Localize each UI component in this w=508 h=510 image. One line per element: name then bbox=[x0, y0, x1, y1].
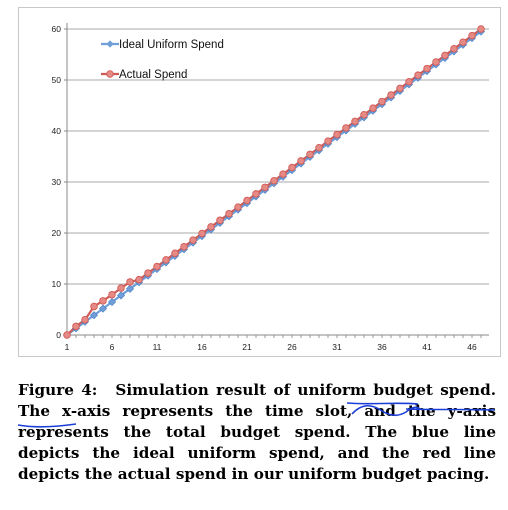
point-actual bbox=[252, 190, 260, 198]
point-actual bbox=[162, 256, 170, 264]
figure-caption: Figure 4: Simulation result of uniform bu… bbox=[18, 380, 496, 485]
point-actual bbox=[342, 124, 350, 132]
x-tick-label: 46 bbox=[467, 342, 477, 352]
point-actual bbox=[99, 297, 107, 305]
legend-marker bbox=[106, 70, 114, 78]
chart-frame: 0 10 20 30 40 50 60 1 6 11 16 21 26 31 36 41 46 Ideal Un… bbox=[18, 7, 501, 357]
y-tick-label: 50 bbox=[52, 75, 62, 85]
legend-item-actual: Actual Spend bbox=[101, 69, 187, 81]
point-actual bbox=[72, 322, 80, 331]
point-actual bbox=[378, 97, 386, 106]
x-tick-label: 1 bbox=[65, 342, 70, 352]
caption-label: Figure 4: bbox=[18, 381, 98, 399]
point-actual bbox=[261, 183, 269, 192]
point-ideal bbox=[107, 297, 117, 307]
point-actual bbox=[198, 229, 206, 238]
point-actual bbox=[450, 45, 458, 53]
legend-label: Ideal Uniform Spend bbox=[119, 39, 224, 51]
point-actual bbox=[306, 150, 314, 159]
x-tick-label: 21 bbox=[242, 342, 252, 352]
point-actual bbox=[297, 157, 305, 165]
point-actual bbox=[207, 223, 215, 231]
legend-marker bbox=[106, 40, 114, 48]
x-tick-label: 26 bbox=[287, 342, 297, 352]
point-actual bbox=[360, 111, 368, 119]
point-actual bbox=[387, 91, 395, 99]
y-tick-label: 60 bbox=[52, 24, 62, 34]
legend-item-ideal: Ideal Uniform Spend bbox=[101, 39, 224, 51]
series-group bbox=[62, 25, 486, 340]
point-actual bbox=[333, 130, 341, 139]
point-actual bbox=[414, 71, 422, 79]
point-actual bbox=[324, 137, 332, 145]
point-actual bbox=[369, 104, 377, 112]
point-actual bbox=[90, 302, 98, 311]
point-actual bbox=[117, 284, 125, 292]
point-actual bbox=[81, 315, 89, 324]
x-tick-label: 11 bbox=[153, 342, 162, 352]
point-actual bbox=[270, 176, 278, 185]
legend-label: Actual Spend bbox=[119, 69, 187, 81]
point-actual bbox=[108, 290, 116, 299]
gridlines bbox=[67, 28, 489, 285]
point-actual bbox=[315, 143, 323, 152]
point-actual bbox=[405, 78, 413, 86]
legend: Ideal Uniform Spend Actual Spend bbox=[101, 39, 224, 81]
point-actual bbox=[243, 196, 251, 205]
point-actual bbox=[135, 275, 143, 284]
point-actual bbox=[216, 216, 224, 225]
point-ideal bbox=[116, 291, 126, 300]
point-actual bbox=[171, 249, 179, 258]
y-tick-label: 0 bbox=[56, 330, 61, 340]
point-actual bbox=[189, 236, 197, 244]
point-actual bbox=[180, 242, 188, 251]
y-tick-label: 30 bbox=[52, 177, 62, 187]
point-actual bbox=[153, 262, 161, 271]
point-actual bbox=[126, 278, 134, 286]
point-actual bbox=[63, 331, 71, 339]
y-tick-label: 40 bbox=[52, 126, 62, 136]
x-tick-label: 16 bbox=[197, 342, 207, 352]
y-tick-label: 20 bbox=[52, 228, 62, 238]
x-tick-label: 41 bbox=[422, 342, 432, 352]
point-actual bbox=[441, 51, 449, 60]
x-tick-label: 36 bbox=[377, 342, 387, 352]
point-actual bbox=[468, 31, 476, 40]
point-actual bbox=[477, 25, 485, 33]
point-actual bbox=[396, 84, 404, 93]
point-actual bbox=[225, 209, 233, 218]
point-ideal bbox=[125, 284, 135, 293]
y-tick-label: 10 bbox=[52, 279, 62, 289]
point-actual bbox=[432, 58, 440, 66]
point-actual bbox=[351, 117, 359, 126]
point-ideal bbox=[89, 311, 99, 320]
x-tick-label: 31 bbox=[332, 342, 342, 352]
point-actual bbox=[459, 38, 467, 46]
point-ideal bbox=[98, 304, 108, 313]
point-actual bbox=[234, 203, 242, 211]
x-tick-label: 6 bbox=[110, 342, 115, 352]
point-actual bbox=[279, 170, 287, 178]
point-actual bbox=[423, 64, 431, 73]
point-actual bbox=[144, 269, 152, 277]
point-actual bbox=[288, 163, 296, 172]
